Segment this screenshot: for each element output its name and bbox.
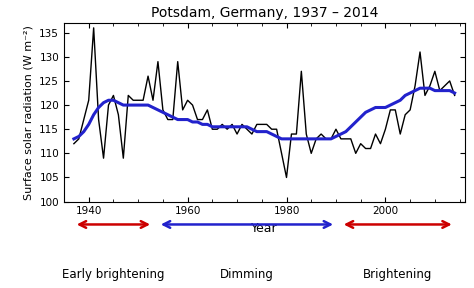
X-axis label: Year: Year	[251, 222, 278, 235]
Title: Potsdam, Germany, 1937 – 2014: Potsdam, Germany, 1937 – 2014	[151, 7, 378, 20]
Text: Early brightening: Early brightening	[62, 268, 164, 281]
Text: Brightening: Brightening	[363, 268, 432, 281]
Text: Dimming: Dimming	[220, 268, 274, 281]
Y-axis label: Surface solar radiation (W m⁻²): Surface solar radiation (W m⁻²)	[24, 25, 34, 200]
